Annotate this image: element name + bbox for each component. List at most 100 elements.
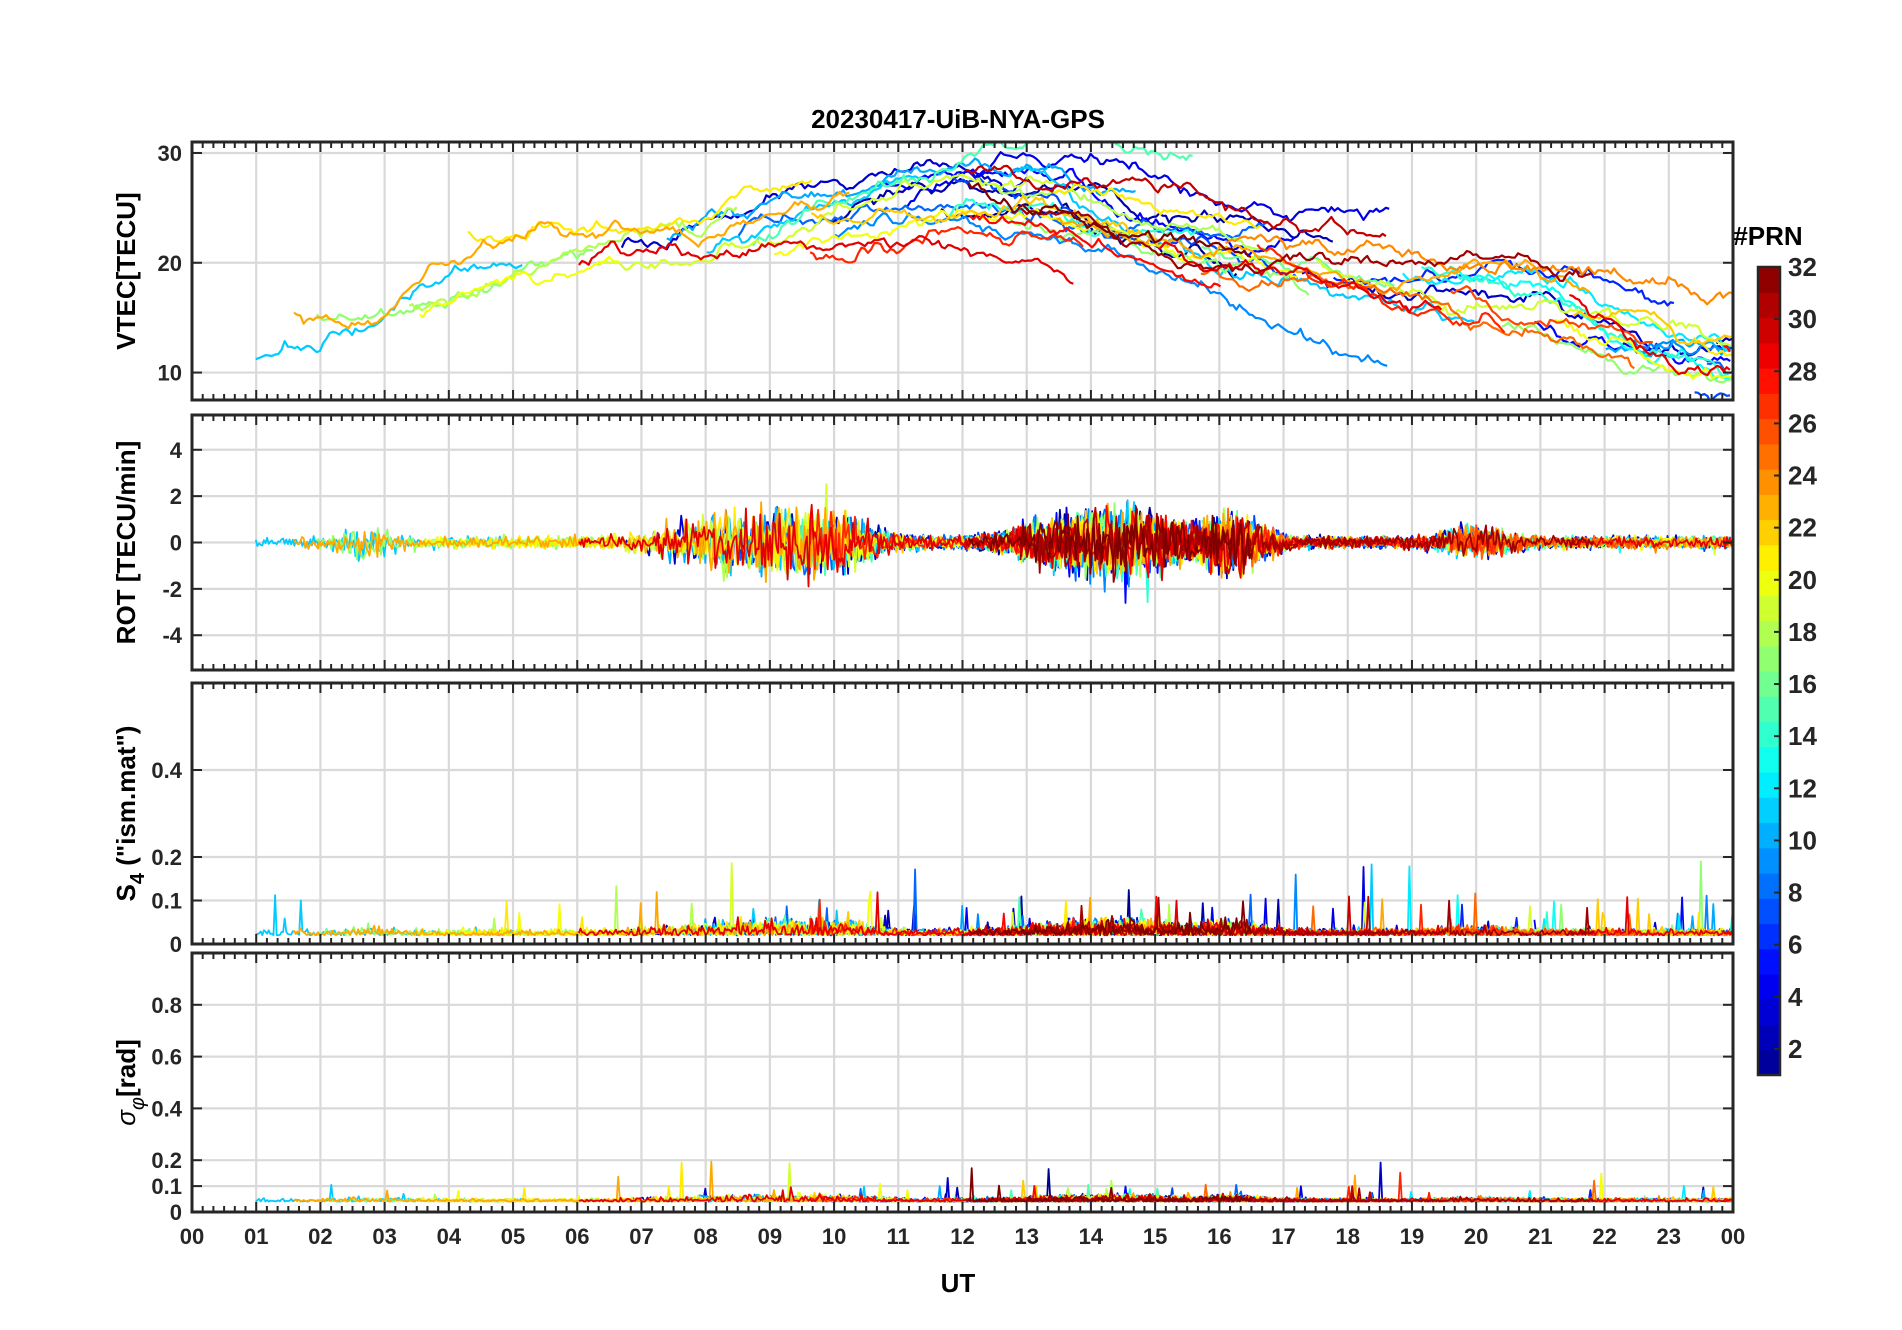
series-prn-25: [1200, 268, 1635, 370]
y-tick-label: 0.1: [151, 1174, 182, 1199]
series-prn-27: [809, 226, 1084, 264]
panel-border: [190, 681, 1735, 946]
series-prn-20: [419, 255, 620, 319]
x-tick-label: 14: [1079, 1224, 1104, 1249]
y-tick-label: -4: [162, 623, 182, 648]
colorbar-band: [1758, 267, 1780, 293]
series-prn-18: [408, 206, 738, 312]
panel-sigma: 00.10.20.40.60.8σφ[rad]: [111, 951, 1735, 1225]
series-prn-23: [293, 1160, 850, 1203]
x-tick-label: 13: [1014, 1224, 1038, 1249]
series-prn-14: [1421, 265, 1731, 379]
y-label-main: S: [111, 884, 141, 901]
y-tick-label: -2: [162, 577, 182, 602]
colorbar-band: [1758, 873, 1780, 899]
y-tick-label: 0: [170, 531, 182, 556]
series-prn-32: [967, 900, 1252, 937]
series-group: [255, 142, 1733, 400]
y-label-sigma: σ: [111, 1109, 141, 1126]
colorbar-band: [1758, 772, 1780, 798]
colorbar-tick-label: 8: [1788, 878, 1802, 908]
colorbar-band: [1758, 696, 1780, 723]
series-prn-18: [993, 183, 1268, 255]
y-tick-label: 0: [170, 1200, 182, 1225]
x-tick-label: 08: [693, 1224, 717, 1249]
series-group: [255, 1160, 1733, 1203]
series-prn-11: [1007, 166, 1475, 323]
panel-s4: 00.10.20.4S4 ("ism.mat"): [111, 681, 1735, 957]
colorbar-tick-label: 20: [1788, 565, 1817, 595]
series-prn-20: [774, 208, 1298, 279]
colorbar-label: #PRN: [1733, 221, 1802, 251]
y-tick-label: 0.8: [151, 993, 182, 1018]
x-tick-label: 18: [1336, 1224, 1360, 1249]
x-tick-label: 20: [1464, 1224, 1488, 1249]
colorbar-band: [1758, 923, 1780, 950]
x-tick-label: 03: [372, 1224, 396, 1249]
series-prn-32: [967, 513, 1252, 575]
x-axis-label: UT: [941, 1268, 976, 1298]
colorbar-band: [1758, 368, 1780, 394]
y-axis-label-sigma: σφ[rad]: [111, 1039, 149, 1126]
x-tick-label: 10: [822, 1224, 846, 1249]
series-prn-28: [969, 214, 1222, 289]
x-tick-label: 01: [244, 1224, 268, 1249]
colorbar-band: [1758, 898, 1780, 925]
x-tick-label: 16: [1207, 1224, 1231, 1249]
y-tick-label: 2: [170, 484, 182, 509]
colorbar-band: [1758, 292, 1780, 319]
series-prn-29: [1569, 536, 1733, 550]
x-tick-label: 02: [308, 1224, 332, 1249]
x-tick-label: 07: [629, 1224, 653, 1249]
series-group: [255, 860, 1733, 937]
y-tick-label: 0.4: [151, 1096, 182, 1121]
colorbar-band: [1758, 671, 1780, 697]
colorbar-band: [1758, 393, 1780, 420]
series-prn-26: [1449, 285, 1653, 345]
x-axis: 00 01 02 03 04 05 06 07 08 09 10 11 12 13 14 15 16 17 18 19…: [180, 1224, 1745, 1249]
colorbar-band: [1758, 746, 1780, 773]
series-prn-32: [968, 1167, 1252, 1203]
y-axis-label-vtec: VTEC[TECU]: [111, 192, 141, 349]
series-prn-29: [1568, 896, 1732, 937]
colorbar-tick-label: 10: [1788, 825, 1817, 855]
colorbar-band: [1758, 544, 1780, 571]
x-tick-label: 22: [1592, 1224, 1616, 1249]
series-prn-9: [1630, 339, 1732, 356]
series-prn-29: [578, 235, 1074, 285]
colorbar-band: [1758, 645, 1780, 672]
series-prn-24: [1225, 233, 1733, 306]
x-tick-label: 17: [1271, 1224, 1295, 1249]
colorbar-tick-label: 22: [1788, 513, 1817, 543]
x-tick-label: 15: [1143, 1224, 1167, 1249]
y-label-rest: ("ism.mat"): [111, 726, 141, 873]
y-axis-label-rot: ROT [TECU/min]: [111, 441, 141, 645]
y-tick-label: 0.1: [151, 889, 182, 914]
colorbar-tick-label: 26: [1788, 408, 1817, 438]
colorbar-band: [1758, 974, 1780, 1000]
panel-border: [190, 951, 1735, 1214]
colorbar-tick-label: 30: [1788, 304, 1817, 334]
series-prn-21: [467, 179, 813, 243]
colorbar-band: [1758, 570, 1780, 596]
series-prn-21: [1053, 183, 1261, 230]
series-prn-10: [666, 157, 1136, 241]
colorbar-band: [1758, 494, 1780, 521]
panel-vtec: 10 20 30 VTEC[TECU]: [111, 140, 1735, 402]
series-prn-22: [810, 194, 1172, 249]
colorbar-band: [1758, 620, 1780, 647]
series-prn-4: [906, 151, 1390, 223]
colorbar-border: [1756, 265, 1782, 1077]
colorbar-band: [1758, 1049, 1780, 1076]
y-tick-label: 4: [170, 438, 183, 463]
panel-rot: -4 -2 0 2 4 ROT [TECU/min]: [111, 413, 1735, 672]
colorbar-band: [1758, 1024, 1780, 1051]
colorbar-tick-label: 24: [1788, 461, 1817, 491]
y-tick-label: 10: [158, 361, 182, 386]
y-tick-label: 0.4: [151, 758, 182, 783]
colorbar-tick-label: 14: [1788, 721, 1817, 751]
colorbar-tick-label: 16: [1788, 669, 1817, 699]
series-prn-14: [949, 197, 1199, 239]
colorbar-band: [1758, 595, 1780, 622]
